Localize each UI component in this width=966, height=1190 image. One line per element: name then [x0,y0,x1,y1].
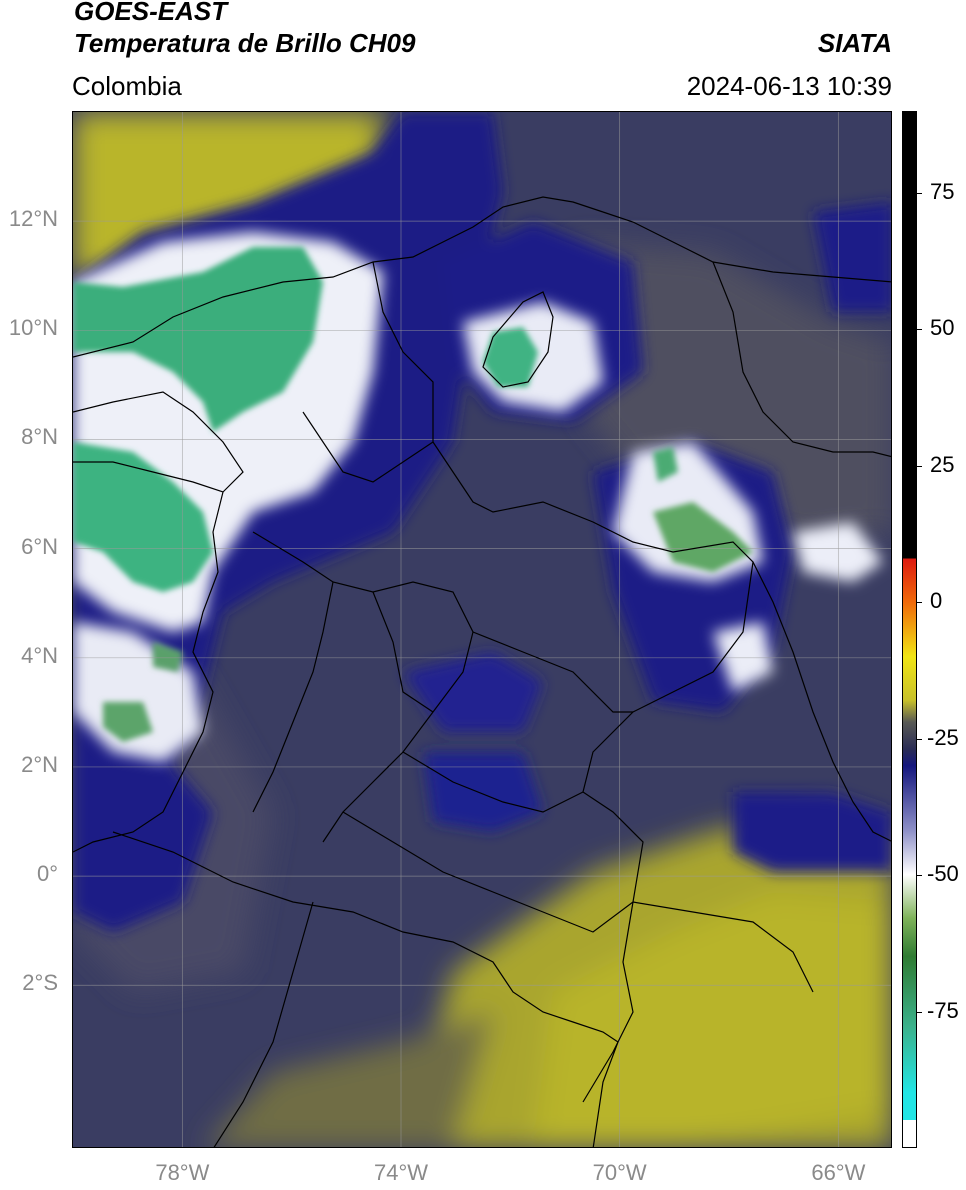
coldest-cloud-tops [73,247,753,742]
colorbar-tick [917,465,922,467]
department-border-g [372,261,434,442]
colorbar-tick-label: 25 [930,451,955,477]
pacific-coast [73,491,224,853]
colombia-venezuela-brazil-border [432,441,754,1103]
department-border-b [252,581,334,813]
longitude-tick-label: 74°W [374,1160,429,1185]
colorbar-tick-label: 75 [930,178,955,204]
colorbar-tick-label: -25 [927,724,959,750]
temperature-colorbar [902,111,917,1148]
longitude-tick-label: 78°W [155,1160,210,1185]
product-title: Temperatura de Brillo CH09 [74,28,416,58]
colorbar-tick [917,875,922,877]
lat-lon-grid [73,112,891,1147]
peru-brazil-border [592,1041,619,1147]
longitude-tick-label: 70°W [592,1160,647,1185]
datetime-label: 2024-06-13 10:39 [686,71,892,101]
latitude-tick-label: 12°N [8,206,58,232]
lake-maracaibo-outline [482,291,554,388]
colorbar-tick-label: 50 [930,315,955,341]
latitude-tick-label: 4°N [21,642,58,668]
colorbar-tick-label: -75 [927,997,959,1023]
latitude-tick-label: 8°N [21,424,58,450]
colorbar-tick [917,602,922,604]
organization-label: SIATA [817,28,892,58]
department-border-f [342,811,634,933]
satellite-map [72,111,892,1148]
satellite-title: GOES-EAST [74,0,228,26]
colorbar-tick-label: 0 [930,588,943,614]
department-border-h [302,411,434,483]
department-border-e [402,751,584,813]
colorbar-tick [917,738,922,740]
panama-coast [73,391,244,493]
peru-ecuador-border [213,901,314,1147]
brazil-interior-border [632,901,814,993]
department-border-d [472,631,633,713]
colorbar-tick [917,192,922,194]
latitude-tick-label: 10°N [8,315,58,341]
colorbar-tick [917,329,922,331]
latitude-tick-label: 2°N [21,751,58,777]
brightness-temperature-field [73,112,891,1147]
venezuela-brazil-border [752,561,891,842]
department-border-c [372,591,434,713]
latitude-tick-label: 0° [36,861,58,887]
region-label: Colombia [72,71,182,101]
venezuela-interior-border [712,261,891,458]
latitude-tick-label: 6°N [21,533,58,559]
colorbar-tick-label: -50 [927,861,959,887]
coastline-caribbean [73,196,604,358]
latitude-tick-label: 2°S [22,970,58,996]
colombia-ecuador-peru-border [112,831,619,1043]
political-borders [73,196,891,1147]
longitude-tick-label: 66°W [811,1160,866,1185]
colorbar-tick [917,1011,922,1013]
